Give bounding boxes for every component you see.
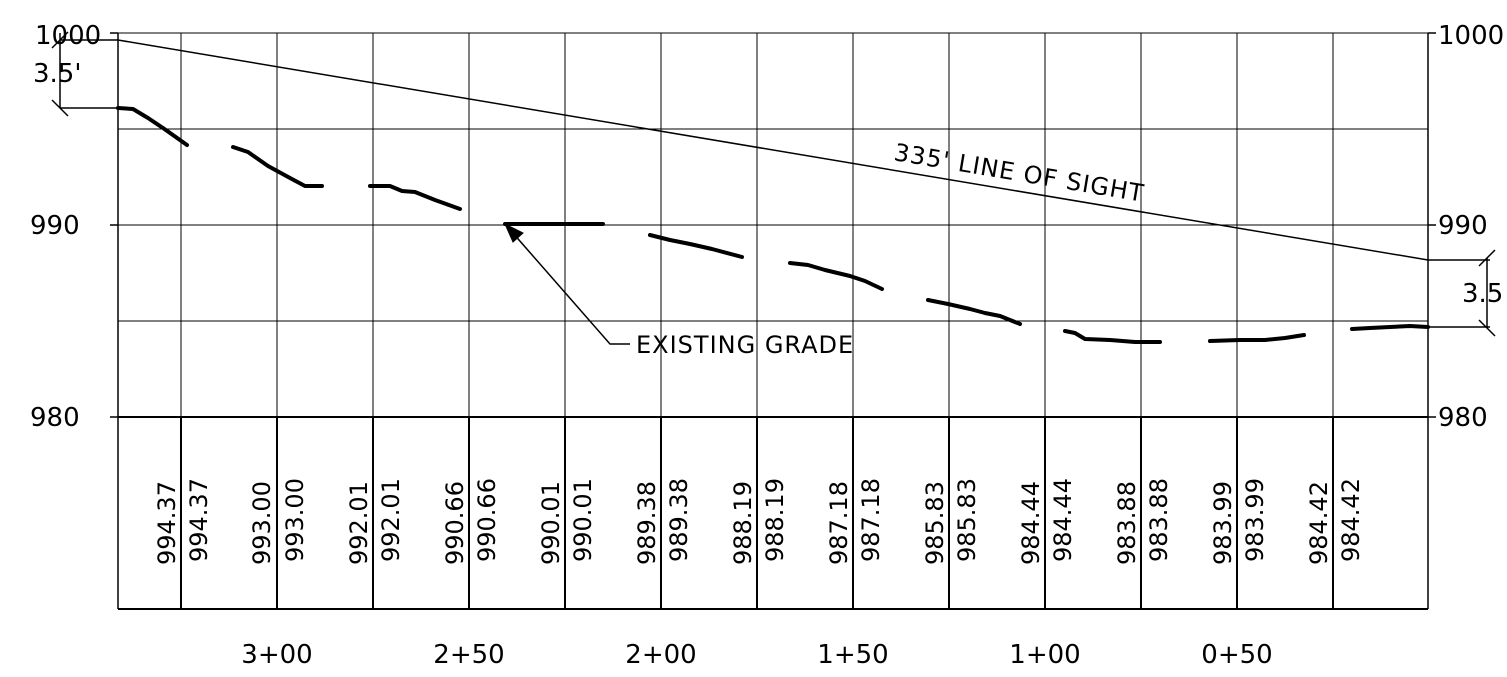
station-label: 2+50 — [433, 640, 504, 670]
elevation-label: 994.37 — [153, 481, 181, 565]
left-axis-label-1000: 1000 — [35, 21, 101, 51]
station-label: 3+00 — [241, 640, 312, 670]
elevation-label: 989.38 — [665, 478, 693, 562]
eye-height-left-label: 3.5' — [33, 59, 82, 89]
elevation-label: 985.83 — [953, 478, 981, 562]
elevation-label: 993.00 — [281, 478, 309, 562]
profile-grid — [118, 32, 1428, 417]
elevation-label: 983.99 — [1209, 481, 1237, 565]
eye-height-left-dimension — [51, 31, 118, 117]
left-axis-label-980: 980 — [30, 403, 80, 433]
elevation-label: 984.42 — [1305, 481, 1333, 565]
eye-height-right-tick-bottom — [1478, 319, 1496, 337]
elevation-label: 987.18 — [857, 478, 885, 562]
existing-grade-segment — [1063, 329, 1162, 344]
eye-height-left-tick-top — [51, 31, 69, 49]
elevation-label: 987.18 — [825, 481, 853, 565]
existing-grade-segment — [1208, 333, 1306, 343]
left-axis-label-990: 990 — [30, 211, 80, 241]
eye-height-right-dimension — [1478, 249, 1496, 337]
station-label: 1+00 — [1009, 640, 1080, 670]
eye-height-right-tick-top — [1478, 249, 1496, 267]
elevation-label: 992.01 — [377, 478, 405, 562]
existing-grade-segment — [231, 145, 324, 188]
existing-grade-segment — [368, 184, 462, 211]
right-axis-label-1000: 1000 — [1438, 21, 1504, 51]
elevation-label: 984.44 — [1049, 478, 1077, 562]
station-label: 2+00 — [625, 640, 696, 670]
elevation-table-frame — [118, 416, 1428, 610]
eye-height-right-label: 3.5 — [1462, 279, 1503, 309]
right-axis-label-980: 980 — [1438, 403, 1488, 433]
station-label: 1+50 — [817, 640, 888, 670]
elevation-label: 985.83 — [921, 481, 949, 565]
elevation-label: 988.19 — [729, 481, 757, 565]
elevation-labels: 994.37 994.37 993.00 993.00 992.01 992.0… — [153, 478, 1365, 565]
line-of-sight-group — [60, 39, 1490, 261]
callout-leader — [504, 223, 630, 345]
elevation-label: 990.66 — [441, 481, 469, 565]
elevation-label: 984.44 — [1017, 481, 1045, 565]
existing-grade-segment — [648, 233, 744, 259]
elevation-label: 990.01 — [537, 481, 565, 565]
elevation-label: 983.88 — [1113, 481, 1141, 565]
elevation-label: 994.37 — [185, 478, 213, 562]
line-of-sight — [60, 39, 1490, 261]
elevation-label: 992.01 — [345, 481, 373, 565]
elevation-label: 984.42 — [1337, 478, 1365, 562]
existing-grade — [116, 106, 1430, 344]
existing-grade-label: EXISTING GRADE — [636, 331, 854, 359]
profile-border — [110, 32, 1436, 609]
existing-grade-segment — [1350, 324, 1430, 331]
elevation-label: 988.19 — [761, 478, 789, 562]
line-of-sight-label: 335' LINE OF SIGHT — [892, 138, 1146, 207]
elevation-label: 993.00 — [248, 481, 276, 565]
existing-grade-callout — [504, 223, 630, 345]
elevation-label: 983.99 — [1241, 478, 1269, 562]
elevation-label: 990.01 — [569, 478, 597, 562]
elevation-label: 983.88 — [1145, 478, 1173, 562]
station-label: 0+50 — [1201, 640, 1272, 670]
eye-height-left-tick-bottom — [51, 99, 69, 117]
existing-grade-segment — [926, 298, 1022, 326]
existing-grade-segment — [116, 106, 189, 147]
right-axis-label-990: 990 — [1438, 211, 1488, 241]
existing-grade-segment — [788, 261, 884, 291]
station-labels: 3+00 2+50 2+00 1+50 1+00 0+50 — [241, 640, 1272, 670]
callout-arrowhead — [503, 222, 524, 243]
elevation-label: 990.66 — [473, 478, 501, 562]
elevation-label: 989.38 — [633, 481, 661, 565]
